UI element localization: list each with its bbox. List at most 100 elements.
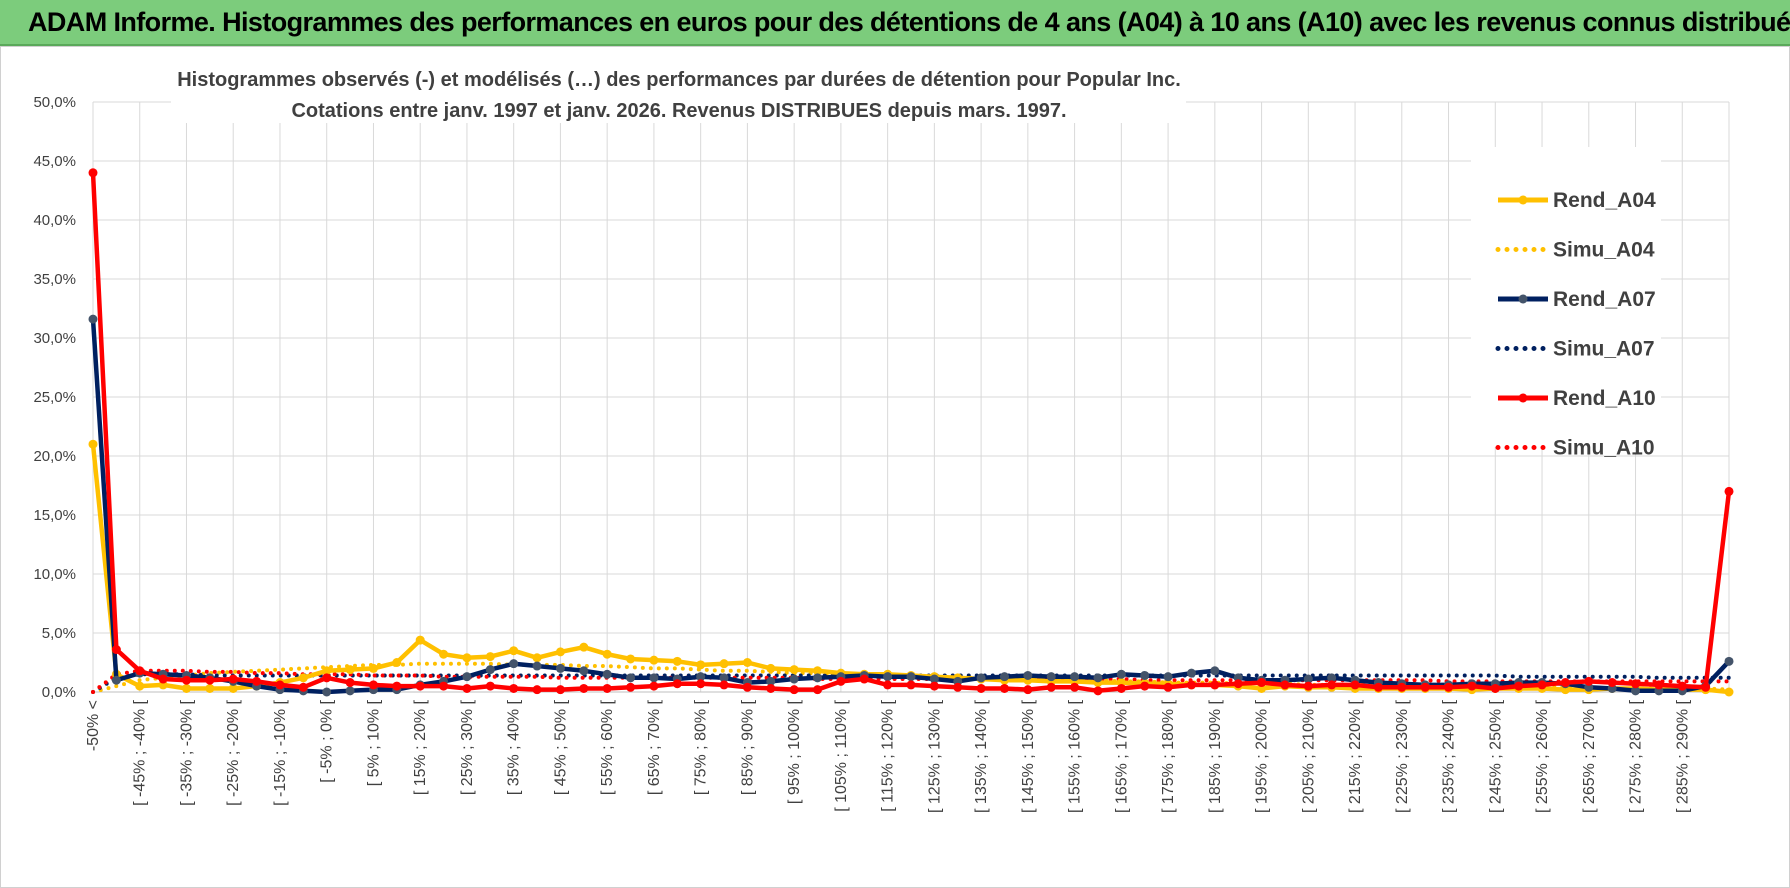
data-point bbox=[859, 674, 869, 684]
data-point bbox=[1327, 673, 1337, 683]
data-point bbox=[1397, 682, 1407, 692]
data-point bbox=[602, 649, 612, 659]
data-point bbox=[1607, 678, 1617, 688]
x-tick-label: [ 15% ; 20% [ bbox=[412, 699, 429, 795]
data-point bbox=[1140, 670, 1150, 680]
x-tick-label: [ 65% ; 70% [ bbox=[646, 699, 663, 795]
data-point bbox=[485, 652, 495, 662]
data-point bbox=[579, 683, 589, 693]
data-point bbox=[953, 682, 963, 692]
data-point bbox=[275, 680, 285, 690]
data-point bbox=[555, 663, 565, 673]
data-point bbox=[415, 635, 425, 645]
legend-marker bbox=[1518, 393, 1528, 403]
legend-marker bbox=[1518, 195, 1528, 205]
data-point bbox=[1420, 682, 1430, 692]
chart-subtitle: Cotations entre janv. 1997 et janv. 2026… bbox=[291, 100, 1066, 122]
data-point bbox=[345, 678, 355, 688]
data-point bbox=[415, 681, 425, 691]
chart-area: 0,0% 5,0% 10,0% 15,0% 20,0% 25,0% 30,0% 35,0% 40… bbox=[0, 46, 1790, 888]
data-point bbox=[485, 665, 495, 675]
data-point bbox=[649, 673, 659, 683]
data-point bbox=[88, 314, 98, 324]
data-point bbox=[532, 685, 542, 695]
data-point bbox=[906, 680, 916, 690]
legend-label: Simu_A04 bbox=[1553, 239, 1655, 262]
data-point bbox=[509, 683, 519, 693]
data-point bbox=[88, 439, 98, 449]
data-point bbox=[579, 666, 589, 676]
series-lines bbox=[88, 168, 1734, 697]
legend-marker bbox=[1518, 294, 1528, 304]
x-tick-label: [ 205% ; 210% [ bbox=[1300, 699, 1317, 813]
data-point bbox=[298, 673, 308, 683]
data-point bbox=[345, 686, 355, 696]
y-tick-label: 30,0% bbox=[33, 330, 76, 347]
x-tick-label: [ 195% ; 200% [ bbox=[1254, 699, 1271, 813]
data-point bbox=[906, 672, 916, 682]
data-point bbox=[532, 661, 542, 671]
data-point bbox=[672, 656, 682, 666]
data-point bbox=[626, 682, 636, 692]
data-point bbox=[1560, 678, 1570, 688]
data-point bbox=[252, 676, 262, 686]
data-point bbox=[742, 682, 752, 692]
data-point bbox=[813, 673, 823, 683]
data-point bbox=[111, 675, 121, 685]
data-point bbox=[181, 683, 191, 693]
x-tick-label: [ 275% ; 280% [ bbox=[1628, 699, 1645, 813]
x-tick-label: [ 115% ; 120% [ bbox=[880, 699, 897, 811]
data-point bbox=[1537, 680, 1547, 690]
data-point bbox=[205, 675, 215, 685]
x-tick-label: [ -15% ; -10% [ bbox=[272, 699, 289, 805]
y-tick-label: 45,0% bbox=[33, 153, 76, 170]
title-background bbox=[171, 63, 1186, 123]
data-point bbox=[602, 669, 612, 679]
legend: Rend_A04 Simu_A04 Rend_A07 Simu_A07 Rend_A10… bbox=[1495, 189, 1656, 460]
data-point bbox=[228, 674, 238, 684]
data-point bbox=[1186, 668, 1196, 678]
data-point bbox=[719, 659, 729, 669]
data-point bbox=[836, 676, 846, 686]
data-point bbox=[1116, 683, 1126, 693]
data-point bbox=[462, 672, 472, 682]
data-point bbox=[439, 649, 449, 659]
data-point bbox=[205, 683, 215, 693]
y-tick-label: 10,0% bbox=[33, 566, 76, 583]
data-point bbox=[1584, 676, 1594, 686]
legend-label: Simu_A07 bbox=[1553, 338, 1655, 361]
data-point bbox=[813, 685, 823, 695]
data-point bbox=[555, 647, 565, 657]
data-point bbox=[672, 679, 682, 689]
data-point bbox=[1233, 679, 1243, 689]
x-tick-label: [ 25% ; 30% [ bbox=[459, 699, 476, 795]
data-point bbox=[1303, 674, 1313, 684]
title-banner: ADAM Informe. Histogrammes des performan… bbox=[0, 0, 1790, 46]
data-point bbox=[649, 655, 659, 665]
data-point bbox=[392, 658, 402, 667]
data-point bbox=[999, 672, 1009, 682]
y-tick-label: 20,0% bbox=[33, 448, 76, 465]
data-point bbox=[696, 660, 706, 670]
x-tick-label: -50% < bbox=[85, 700, 102, 751]
data-point bbox=[322, 687, 332, 697]
data-point bbox=[1467, 681, 1477, 691]
data-point bbox=[789, 685, 799, 695]
chart-title: Histogrammes observés (-) et modélisés (… bbox=[177, 69, 1181, 91]
data-point bbox=[976, 673, 986, 683]
data-point bbox=[485, 681, 495, 691]
data-point bbox=[439, 681, 449, 691]
data-point bbox=[1654, 680, 1664, 690]
legend-label: Rend_A07 bbox=[1553, 288, 1656, 311]
x-tick-label: [ -25% ; -20% [ bbox=[225, 699, 242, 805]
y-tick-label: 0,0% bbox=[42, 684, 76, 701]
data-point bbox=[696, 672, 706, 682]
data-point bbox=[789, 674, 799, 684]
data-point bbox=[649, 681, 659, 691]
data-point bbox=[322, 673, 332, 683]
data-point bbox=[719, 673, 729, 683]
x-tick-label: [ 75% ; 80% [ bbox=[693, 699, 710, 795]
data-point bbox=[158, 674, 168, 684]
data-point bbox=[626, 654, 636, 664]
legend-label: Simu_A10 bbox=[1553, 437, 1655, 460]
